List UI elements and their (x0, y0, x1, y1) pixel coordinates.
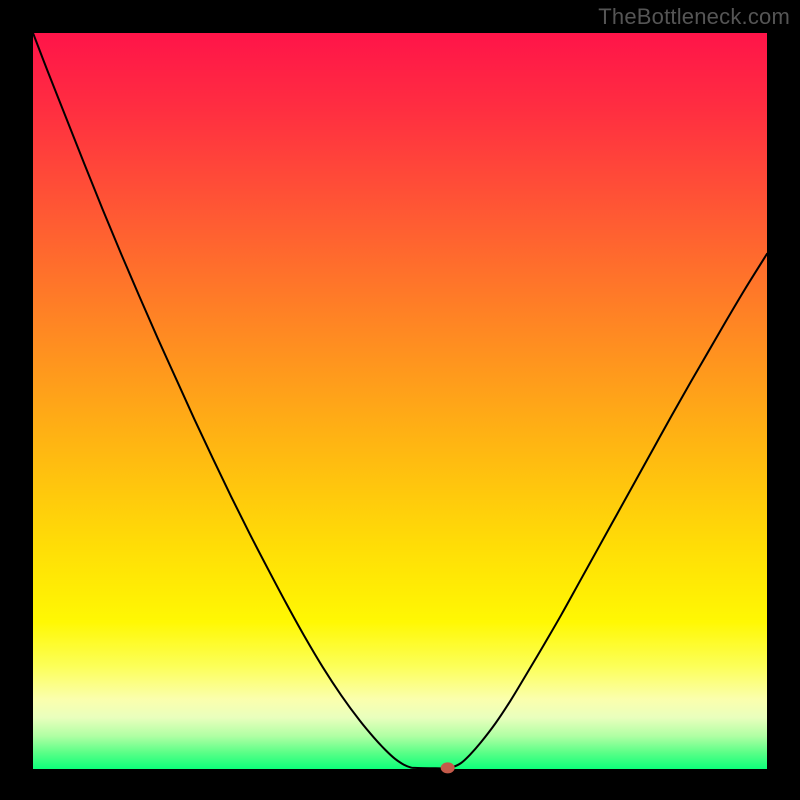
plot-background (33, 33, 767, 769)
chart-wrapper: TheBottleneck.com (0, 0, 800, 800)
chart-svg (0, 0, 800, 800)
watermark-text: TheBottleneck.com (598, 4, 790, 30)
minimum-marker (441, 762, 455, 773)
